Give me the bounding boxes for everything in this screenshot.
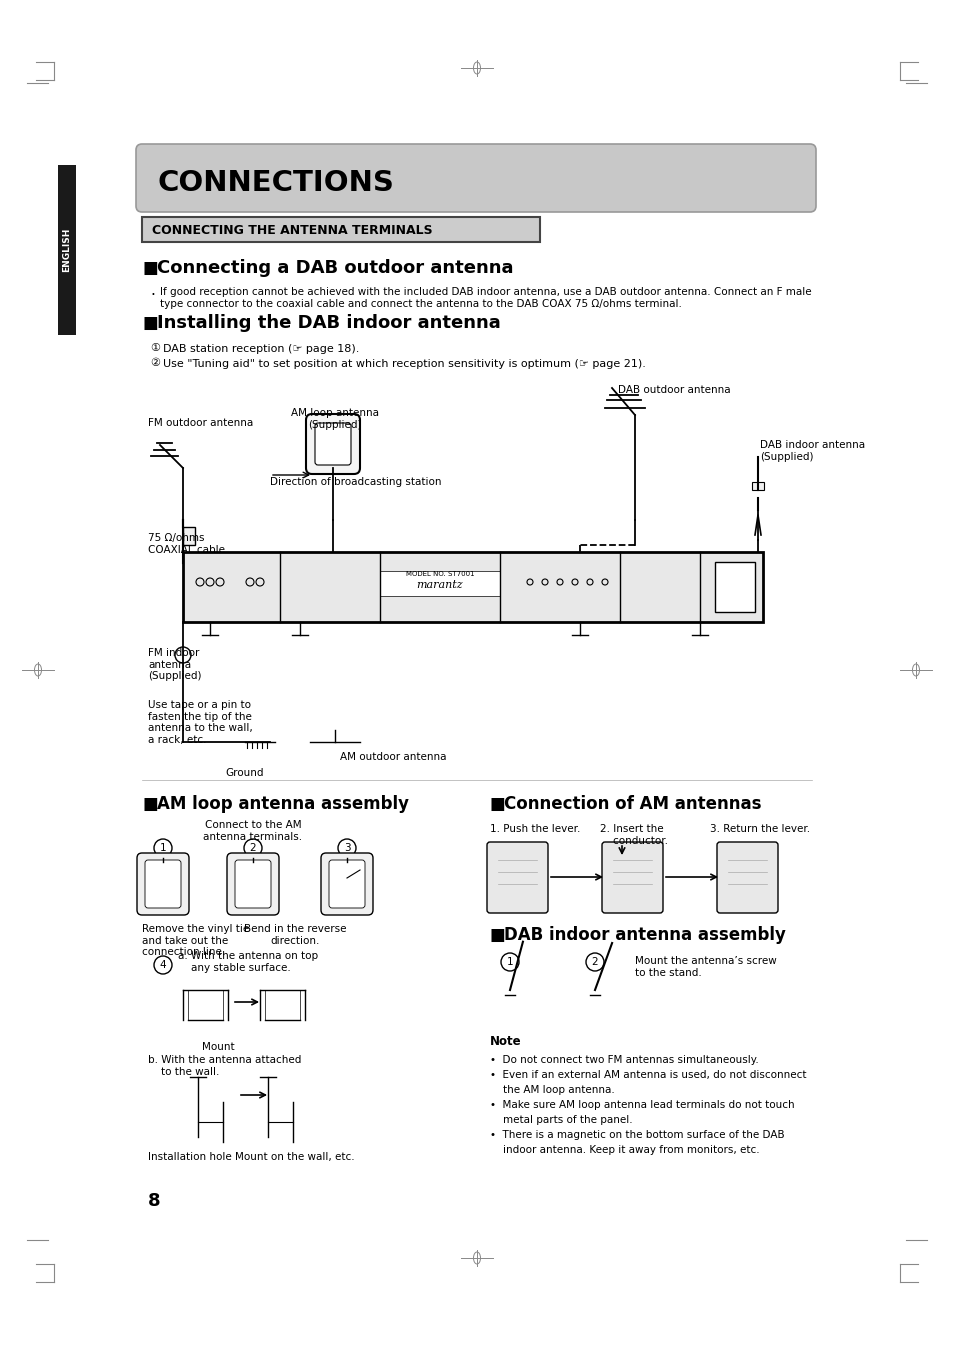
Text: FM outdoor antenna: FM outdoor antenna [148,417,253,428]
Bar [58,165,76,335]
Text: 3: 3 [343,843,350,852]
Text: type connector to the coaxial cable and connect the antenna to the DAB COAX 75 Ω: type connector to the coaxial cable and … [160,299,681,309]
Text: DAB indoor antenna
(Supplied): DAB indoor antenna (Supplied) [760,440,864,462]
Text: ②: ② [150,358,160,367]
Text: 2: 2 [591,957,598,967]
Text: •  There is a magnetic on the bottom surface of the DAB: • There is a magnetic on the bottom surf… [490,1129,783,1140]
Text: 75 Ω/ohms
COAXIAL cable: 75 Ω/ohms COAXIAL cable [148,534,225,555]
Text: DAB outdoor antenna: DAB outdoor antenna [618,385,730,394]
FancyBboxPatch shape [136,145,815,212]
Text: •  Do not connect two FM antennas simultaneously.: • Do not connect two FM antennas simulta… [490,1055,758,1065]
Text: marantz: marantz [416,580,463,590]
Text: 2. Insert the
    conductor.: 2. Insert the conductor. [599,824,667,846]
Text: ■: ■ [490,925,505,944]
Text: Installing the DAB indoor antenna: Installing the DAB indoor antenna [157,313,500,332]
Text: a. With the antenna on top
    any stable surface.: a. With the antenna on top any stable su… [178,951,317,973]
Text: 1: 1 [506,957,513,967]
Text: ■: ■ [143,313,158,332]
FancyBboxPatch shape [137,852,189,915]
Text: CONNECTIONS: CONNECTIONS [158,169,395,197]
Text: Installation hole Mount on the wall, etc.: Installation hole Mount on the wall, etc… [148,1152,355,1162]
Text: metal parts of the panel.: metal parts of the panel. [490,1115,632,1125]
Text: CONNECTING THE ANTENNA TERMINALS: CONNECTING THE ANTENNA TERMINALS [152,224,432,238]
Text: Connect to the AM
antenna terminals.: Connect to the AM antenna terminals. [203,820,302,842]
Text: the AM loop antenna.: the AM loop antenna. [490,1085,614,1096]
Text: Ground: Ground [225,767,263,778]
Text: Note: Note [490,1035,521,1048]
Bar [183,553,762,621]
Text: indoor antenna. Keep it away from monitors, etc.: indoor antenna. Keep it away from monito… [490,1146,759,1155]
Text: 1. Push the lever.: 1. Push the lever. [490,824,579,834]
Text: DAB station reception (☞ page 18).: DAB station reception (☞ page 18). [163,345,359,354]
Bar [183,527,194,544]
Text: AM loop antenna assembly: AM loop antenna assembly [157,794,409,813]
Text: b. With the antenna attached
    to the wall.: b. With the antenna attached to the wall… [148,1055,301,1077]
FancyBboxPatch shape [601,842,662,913]
Bar [142,218,539,242]
Text: Connecting a DAB outdoor antenna: Connecting a DAB outdoor antenna [157,259,513,277]
Text: MODEL NO. ST7001: MODEL NO. ST7001 [405,571,474,577]
FancyBboxPatch shape [320,852,373,915]
Text: AM outdoor antenna: AM outdoor antenna [339,753,446,762]
FancyBboxPatch shape [234,861,271,908]
FancyBboxPatch shape [329,861,365,908]
Text: 3. Return the lever.: 3. Return the lever. [709,824,809,834]
Text: Mount the antenna’s screw
to the stand.: Mount the antenna’s screw to the stand. [635,957,776,978]
Text: •  Even if an external AM antenna is used, do not disconnect: • Even if an external AM antenna is used… [490,1070,805,1079]
Text: If good reception cannot be achieved with the included DAB indoor antenna, use a: If good reception cannot be achieved wit… [160,286,811,297]
Text: Remove the vinyl tie
and take out the
connection line.: Remove the vinyl tie and take out the co… [142,924,249,958]
Bar [379,571,499,596]
Text: Direction of broadcasting station: Direction of broadcasting station [270,477,441,486]
Text: Use tape or a pin to
fasten the tip of the
antenna to the wall,
a rack, etc.: Use tape or a pin to fasten the tip of t… [148,700,253,744]
Text: Mount: Mount [201,1042,234,1052]
Text: ■: ■ [143,794,158,813]
Text: 4: 4 [159,961,166,970]
FancyBboxPatch shape [145,861,181,908]
Bar [751,482,763,490]
Text: AM loop antenna
(Supplied): AM loop antenna (Supplied) [291,408,378,430]
FancyBboxPatch shape [306,413,359,474]
Text: Bend in the reverse
direction.: Bend in the reverse direction. [244,924,346,946]
Text: ①: ① [150,343,160,353]
FancyBboxPatch shape [717,842,778,913]
Text: ■: ■ [143,259,158,277]
FancyBboxPatch shape [314,423,351,465]
Text: DAB indoor antenna assembly: DAB indoor antenna assembly [503,925,785,944]
Text: 8: 8 [148,1192,160,1210]
Text: ENGLISH: ENGLISH [63,228,71,272]
Text: 1: 1 [159,843,166,852]
FancyBboxPatch shape [227,852,278,915]
FancyBboxPatch shape [486,842,547,913]
Text: Connection of AM antennas: Connection of AM antennas [503,794,760,813]
Text: •  Make sure AM loop antenna lead terminals do not touch: • Make sure AM loop antenna lead termina… [490,1100,794,1111]
Text: FM indoor
antenna
(Supplied): FM indoor antenna (Supplied) [148,648,201,681]
Text: ■: ■ [490,794,505,813]
Text: 2: 2 [250,843,256,852]
Bar [714,562,754,612]
Text: ·: · [150,288,154,303]
Text: Use "Tuning aid" to set position at which reception sensitivity is optimum (☞ pa: Use "Tuning aid" to set position at whic… [163,359,645,369]
